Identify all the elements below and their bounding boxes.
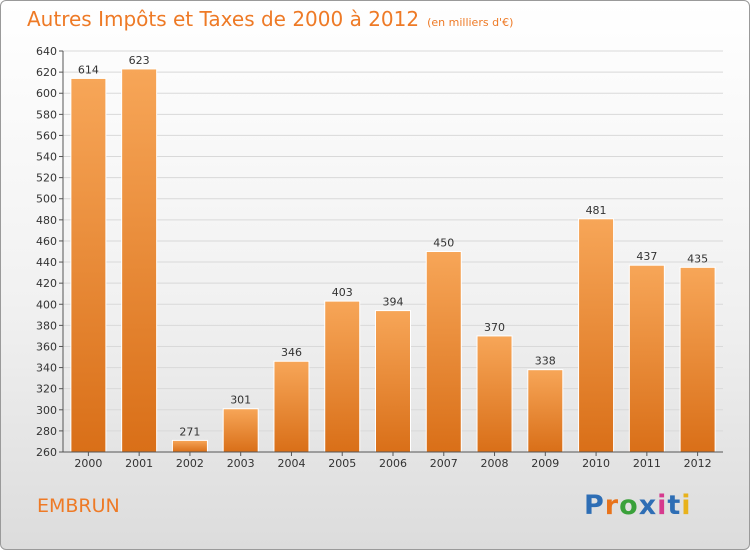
bar-value-label: 437 (636, 250, 657, 263)
chart-title-block: Autres Impôts et Taxes de 2000 à 2012 (en… (27, 7, 513, 31)
y-tick-label: 320 (36, 383, 57, 396)
x-tick-label: 2008 (481, 457, 509, 470)
y-tick-label: 300 (36, 404, 57, 417)
y-tick-label: 640 (36, 45, 57, 58)
bar-value-label: 370 (484, 321, 505, 334)
bar-value-label: 481 (586, 204, 607, 217)
y-tick-label: 520 (36, 172, 57, 185)
y-tick-label: 560 (36, 129, 57, 142)
logo-letter: i (681, 490, 692, 521)
y-tick-label: 400 (36, 298, 57, 311)
y-tick-label: 440 (36, 256, 57, 269)
bar-value-label: 338 (535, 355, 556, 368)
y-axis: 260 280 300 320 340 360 380 400 420 440 460 480 500 5… (36, 45, 64, 459)
bar-value-label: 394 (383, 296, 404, 309)
x-tick-label: 2009 (531, 457, 559, 470)
bar-value-label: 435 (687, 252, 708, 265)
y-tick-label: 420 (36, 277, 57, 290)
x-tick-label: 2001 (125, 457, 153, 470)
bar-value-label: 346 (281, 346, 302, 359)
x-tick-label: 2002 (176, 457, 204, 470)
x-tick-label: 2006 (379, 457, 407, 470)
y-tick-label: 580 (36, 108, 57, 121)
logo-letter: o (619, 490, 639, 521)
bar-value-label: 614 (78, 63, 99, 76)
bar (578, 218, 615, 453)
bar (527, 369, 564, 453)
x-tick-label: 2003 (227, 457, 255, 470)
x-tick-label: 2010 (582, 457, 610, 470)
bars: 614 623 271 301 346 403 394 450 370 338 481 437 435 (70, 54, 716, 453)
x-axis: 2000 2001 2002 2003 2004 2005 2006 2007 2008 2009… (63, 451, 723, 470)
y-tick-label: 380 (36, 319, 57, 332)
proxiti-logo[interactable]: Proxiti (584, 490, 692, 521)
bar (273, 360, 310, 453)
bar (70, 77, 107, 453)
bar (476, 335, 513, 453)
chart-unit: (en milliers d'€) (427, 16, 514, 29)
y-tick-label: 600 (36, 87, 57, 100)
y-tick-label: 260 (36, 446, 57, 459)
bar (425, 251, 462, 453)
x-tick-label: 2011 (633, 457, 661, 470)
x-tick-label: 2004 (277, 457, 305, 470)
x-tick-label: 2000 (74, 457, 102, 470)
logo-letter: x (638, 490, 658, 521)
bar-value-label: 403 (332, 286, 353, 299)
y-tick-label: 620 (36, 66, 57, 79)
logo-letter: t (667, 490, 682, 521)
bar-value-label: 623 (129, 54, 150, 67)
chart-title: Autres Impôts et Taxes de 2000 à 2012 (27, 7, 420, 31)
y-tick-label: 460 (36, 235, 57, 248)
y-tick-label: 500 (36, 193, 57, 206)
y-tick-label: 360 (36, 340, 57, 353)
y-tick-label: 280 (36, 425, 57, 438)
logo-letter: P (584, 490, 605, 521)
bar (628, 264, 665, 453)
x-tick-label: 2012 (684, 457, 712, 470)
bar (121, 68, 158, 453)
bar (679, 266, 716, 453)
logo-letter: i (657, 490, 668, 521)
y-tick-label: 540 (36, 151, 57, 164)
y-tick-label: 480 (36, 214, 57, 227)
bar-value-label: 450 (433, 237, 454, 250)
bar (375, 310, 411, 453)
y-tick-label: 340 (36, 362, 57, 375)
bar (222, 408, 259, 453)
bar-value-label: 271 (179, 425, 200, 438)
bar (171, 439, 208, 453)
x-tick-label: 2005 (328, 457, 356, 470)
commune-name: EMBRUN (37, 495, 120, 517)
bar-value-label: 301 (230, 394, 251, 407)
bar (324, 300, 361, 453)
x-tick-label: 2007 (430, 457, 458, 470)
logo-letter: r (604, 490, 620, 521)
